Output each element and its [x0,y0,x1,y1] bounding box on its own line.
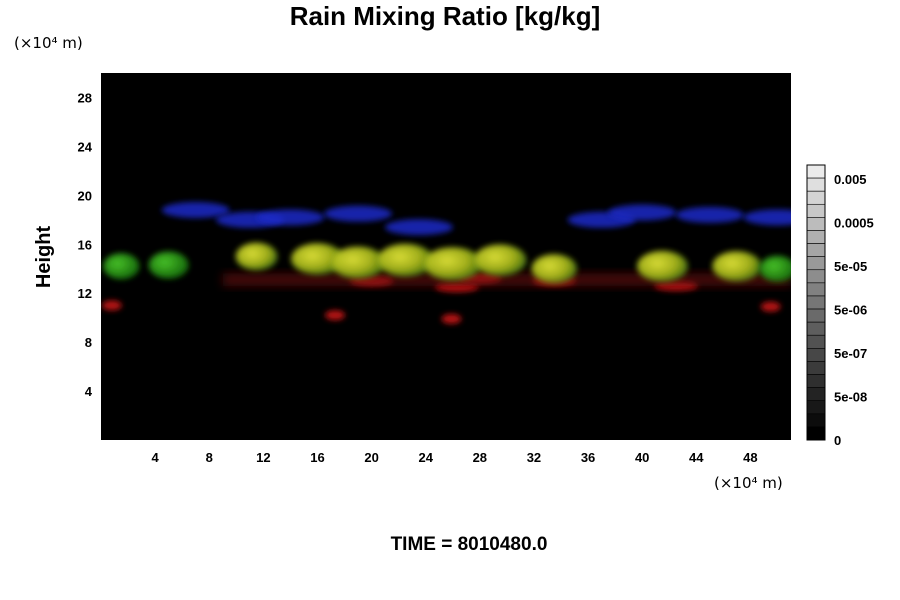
x-tick-12: 12 [256,450,270,465]
rain-cell-4 [330,246,386,279]
colorbar-label-2: 5e-05 [834,259,867,274]
colorbar-swatch-3 [806,203,826,218]
colorbar-swatch-17 [806,387,826,402]
y-axis-label: Height [33,226,55,289]
y-tick-20: 20 [78,188,92,203]
y-tick-28: 28 [78,90,92,105]
colorbar-swatch-5 [806,230,826,244]
red-cell-0 [101,300,122,311]
x-tick-28: 28 [473,450,487,465]
colorbar-swatch-16 [806,374,826,388]
blue-cell-8 [743,209,791,226]
red-band-base [222,273,791,286]
colorbar-swatch-10 [806,295,826,310]
rain-field [101,202,791,324]
blue-cell-4 [384,219,453,236]
rain-cell-5 [377,243,434,277]
rain-cell-1 [148,251,189,279]
colorbar-swatch-6 [806,243,826,257]
colorbar-label-5: 5e-08 [834,390,867,405]
colorbar-swatch-14 [806,348,826,362]
blue-cell-6 [608,204,677,221]
colorbar-label-0: 0.005 [834,172,867,187]
x-tick-20: 20 [364,450,378,465]
y-tick-12: 12 [78,286,92,301]
colorbar-swatch-9 [806,282,826,297]
colorbar-label-4: 5e-07 [834,346,867,361]
colorbar-swatch-2 [806,190,826,205]
rain-cell-11 [759,255,791,282]
colorbar-swatch-7 [806,256,826,271]
colorbar [806,164,826,441]
blue-cell-0 [161,202,230,219]
y-tick-24: 24 [78,139,93,154]
colorbar-swatch-19 [806,413,826,428]
colorbar-swatch-15 [806,361,826,375]
x-tick-labels: 4 8 12 16 20 24 28 32 36 40 44 48 [152,450,758,465]
x-tick-24: 24 [418,450,433,465]
rain-cell-0 [102,253,140,280]
red-cell-2 [441,313,462,324]
rain-cell-7 [473,244,527,276]
colorbar-swatch-4 [806,217,826,231]
colorbar-swatch-1 [806,177,826,192]
red-cell-1 [325,310,346,321]
chart-title: Rain Mixing Ratio [kg/kg] [290,1,601,31]
colorbar-label-6: 0 [834,433,841,448]
x-tick-40: 40 [635,450,649,465]
y-tick-16: 16 [78,237,92,252]
colorbar-label-3: 5e-06 [834,303,867,318]
rain-cell-6 [423,247,482,281]
colorbar-swatch-12 [806,321,826,336]
rain-cell-2 [235,242,278,271]
colorbar-swatch-20 [806,426,826,441]
y-tick-4: 4 [85,384,93,399]
rain-cell-3 [291,243,344,275]
x-tick-4: 4 [152,450,160,465]
x-tick-44: 44 [689,450,704,465]
rain-cell-9 [636,250,688,282]
colorbar-swatch-11 [806,308,826,323]
x-tick-32: 32 [527,450,541,465]
colorbar-swatch-8 [806,269,826,284]
colorbar-label-1: 0.0005 [834,216,874,231]
x-tick-48: 48 [743,450,757,465]
time-label: TIME = 8010480.0 [391,534,548,555]
colorbar-swatch-0 [806,164,826,179]
colorbar-frame [806,164,826,441]
x-axis-unit: (×10⁴ m) [714,474,783,492]
x-tick-36: 36 [581,450,595,465]
y-tick-8: 8 [85,335,92,350]
colorbar-labels: 0.005 0.0005 5e-05 5e-06 5e-07 5e-08 0 [834,172,874,448]
colorbar-swatch-18 [806,400,826,415]
red-cell-6 [760,301,781,312]
y-axis-unit: (×10⁴ m) [14,34,83,52]
blue-cell-3 [324,205,393,222]
rain-cell-8 [531,254,578,284]
blue-cell-2 [256,209,325,226]
x-tick-8: 8 [206,450,213,465]
blue-cell-7 [675,206,744,223]
rain-cell-10 [712,251,762,282]
colorbar-swatch-13 [806,334,826,349]
x-tick-16: 16 [310,450,324,465]
y-tick-labels: 4 8 12 16 20 24 28 [78,90,93,399]
